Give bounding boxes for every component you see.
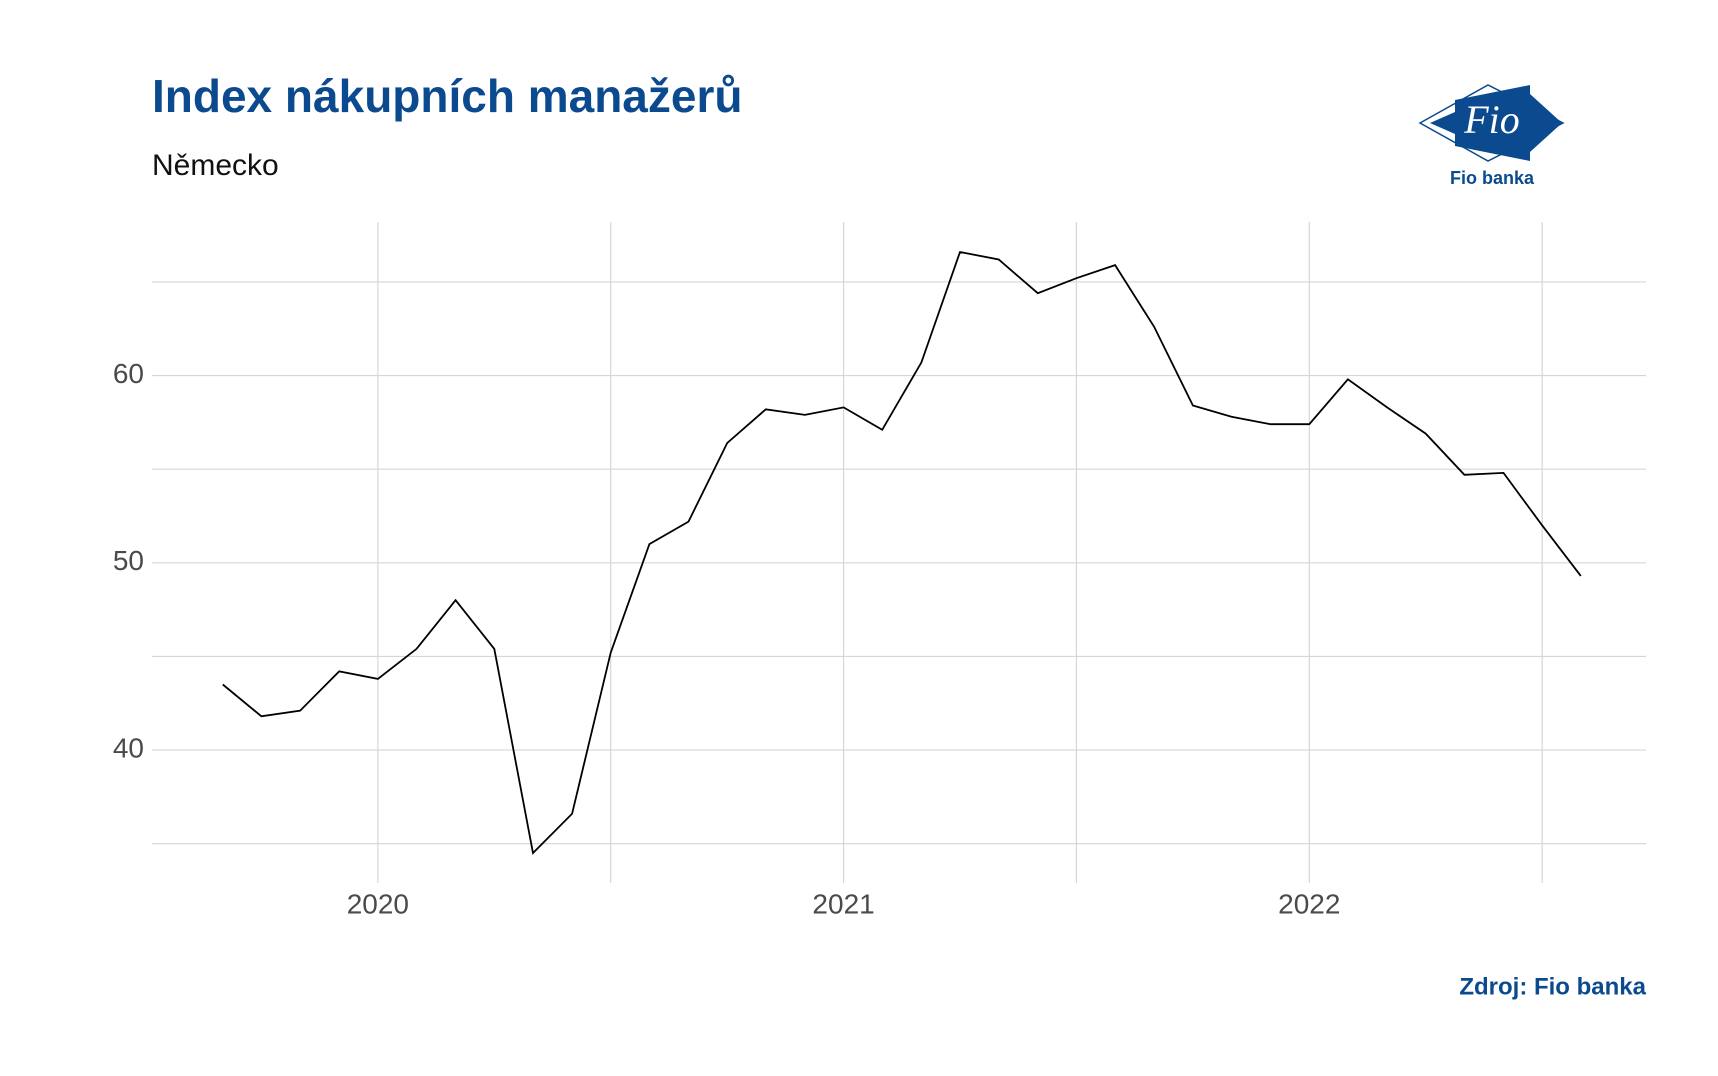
y-tick-label: 50 — [113, 545, 144, 576]
data-line — [222, 250, 1582, 855]
x-tick-label: 2022 — [1278, 888, 1340, 919]
logo-mark: Fio — [1463, 97, 1520, 142]
y-tick-label: 40 — [113, 732, 144, 763]
chart-title: Index nákupních manažerů — [152, 70, 742, 122]
source: Zdroj: Fio banka — [1459, 973, 1646, 1000]
x-tick-label: 2021 — [812, 888, 874, 919]
y-tick-label: 60 — [113, 358, 144, 389]
logo-flag — [1430, 85, 1562, 161]
chart-subtitle: Německo — [152, 149, 279, 182]
logo-name: Fio banka — [1450, 168, 1535, 188]
logo: Fio Fio banka — [1418, 84, 1565, 188]
logo-outline — [1418, 84, 1565, 162]
x-tick-label: 2020 — [347, 888, 409, 919]
